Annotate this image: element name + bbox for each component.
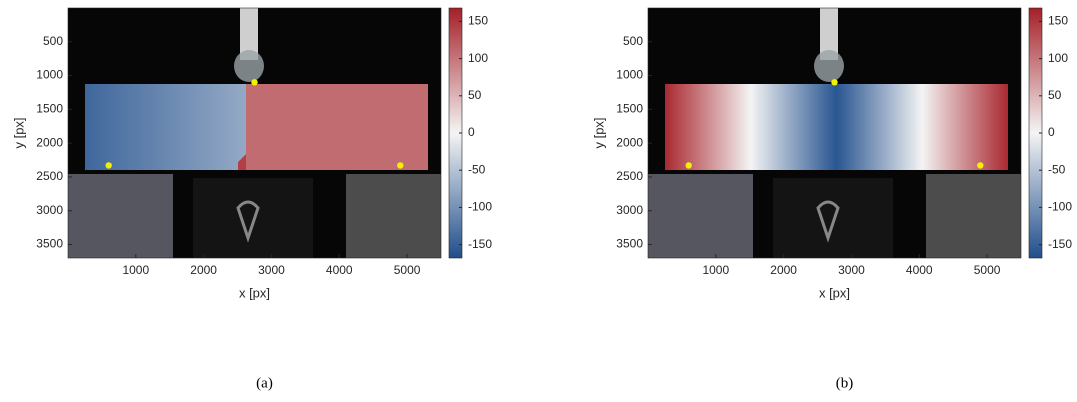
y-tick-label: 1000 <box>36 68 63 82</box>
y-tick-label: 1500 <box>616 102 643 116</box>
y-tick-label: 2500 <box>36 169 63 183</box>
colorbar-tick-label: 0 <box>1048 125 1055 139</box>
y-tick-label: 3500 <box>36 237 63 251</box>
marker-point <box>977 162 983 168</box>
y-tick-label: 3500 <box>616 237 643 251</box>
x-tick-label: 2000 <box>190 263 217 277</box>
y-tick-label: 500 <box>623 34 643 48</box>
y-tick-label: 1500 <box>36 102 63 116</box>
caption: (a) <box>256 375 273 391</box>
fixture-base <box>193 178 313 258</box>
x-axis-label: x [px] <box>819 285 850 300</box>
loading-pin <box>814 50 844 82</box>
loading-pin <box>234 50 264 82</box>
colorbar-tick-label: 100 <box>1048 51 1068 65</box>
figure: 1000200030004000500050010001500200025003… <box>0 0 1077 402</box>
right-support <box>346 174 441 258</box>
caption: (b) <box>836 375 854 391</box>
colorbar-tick-label: -50 <box>468 162 486 176</box>
colorbar-tick-label: -150 <box>1048 237 1072 251</box>
x-tick-label: 3000 <box>838 263 865 277</box>
marker-point <box>251 79 257 85</box>
marker-point <box>397 162 403 168</box>
marker-point <box>685 162 691 168</box>
left-support <box>648 174 753 258</box>
field-left <box>85 84 246 170</box>
x-tick-label: 4000 <box>906 263 933 277</box>
x-tick-label: 4000 <box>326 263 353 277</box>
colorbar-tick-label: -100 <box>1048 200 1072 214</box>
colorbar-tick-label: -150 <box>468 237 492 251</box>
colorbar-tick-label: 0 <box>468 125 475 139</box>
x-tick-label: 5000 <box>394 263 421 277</box>
field-right-fade <box>246 84 428 170</box>
y-tick-label: 3000 <box>616 203 643 217</box>
fixture-base <box>773 178 893 258</box>
field <box>665 84 1008 170</box>
y-tick-label: 500 <box>43 34 63 48</box>
colorbar-tick-label: 50 <box>1048 88 1062 102</box>
y-axis-label: y [px] <box>591 117 606 148</box>
colorbar-tick-label: -100 <box>468 200 492 214</box>
y-tick-label: 1000 <box>616 68 643 82</box>
right-support <box>926 174 1021 258</box>
colorbar-tick-label: 50 <box>468 88 482 102</box>
x-tick-label: 2000 <box>770 263 797 277</box>
x-tick-label: 1000 <box>702 263 729 277</box>
colorbar-tick-label: -50 <box>1048 162 1066 176</box>
x-tick-label: 5000 <box>974 263 1001 277</box>
x-tick-label: 1000 <box>122 263 149 277</box>
y-tick-label: 2000 <box>616 135 643 149</box>
y-tick-label: 2000 <box>36 135 63 149</box>
colorbar-tick-label: 150 <box>1048 14 1068 28</box>
y-tick-label: 3000 <box>36 203 63 217</box>
x-axis-label: x [px] <box>239 285 270 300</box>
marker-point <box>105 162 111 168</box>
colorbar-tick-label: 150 <box>468 14 488 28</box>
colorbar-tick-label: 100 <box>468 51 488 65</box>
left-support <box>68 174 173 258</box>
marker-point <box>831 79 837 85</box>
y-tick-label: 2500 <box>616 169 643 183</box>
y-axis-label: y [px] <box>11 117 26 148</box>
x-tick-label: 3000 <box>258 263 285 277</box>
